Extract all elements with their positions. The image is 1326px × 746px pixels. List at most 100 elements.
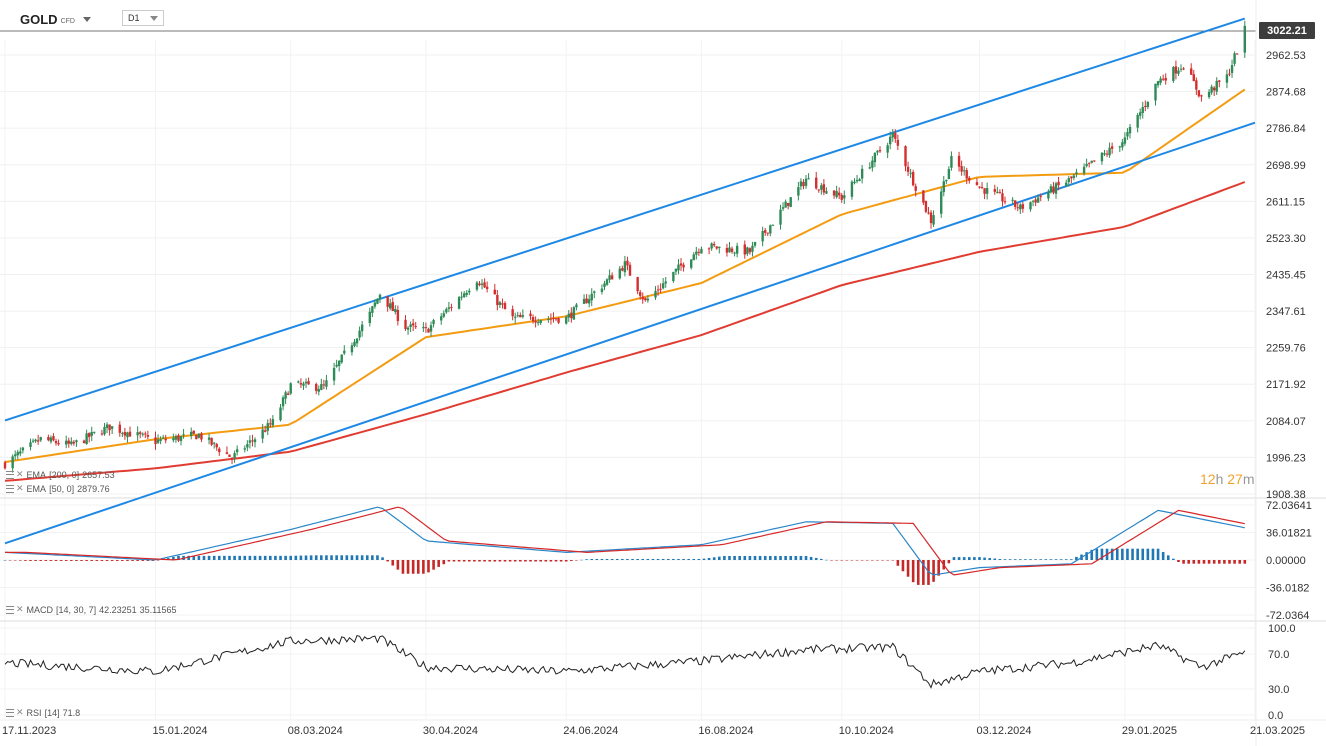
ema200-legend[interactable]: ✕ EMA [200, 0] 2657.53 xyxy=(6,469,118,480)
macd-tick-label: 0.00000 xyxy=(1266,555,1306,567)
candle-body xyxy=(146,435,150,437)
remove-indicator-icon[interactable]: ✕ xyxy=(16,707,24,717)
rsi-tick-label: 0.0 xyxy=(1268,710,1283,722)
candle-body xyxy=(590,293,593,301)
symbol-selector[interactable]: GOLD CFD xyxy=(0,8,91,30)
macd-histogram-bar xyxy=(192,555,196,560)
candle-body xyxy=(1190,68,1193,75)
candle-body xyxy=(733,252,736,254)
ema50-legend[interactable]: ✕ EMA [50, 0] 2879.76 xyxy=(6,483,113,494)
macd-histogram-bar xyxy=(626,558,629,560)
date-tick-label: 15.01.2024 xyxy=(153,725,208,737)
macd-histogram-bar xyxy=(881,560,884,561)
rsi-params: [14] xyxy=(44,707,60,718)
price-tick-label: 2786.84 xyxy=(1266,123,1306,135)
candle-body xyxy=(480,283,484,285)
candle-body xyxy=(200,433,203,440)
macd-histogram-bar xyxy=(916,560,920,585)
macd-histogram-bar xyxy=(437,560,440,567)
candle-body xyxy=(141,433,144,435)
candle-body xyxy=(371,306,374,313)
candle-body xyxy=(21,447,25,451)
macd-legend[interactable]: ✕ MACD [14, 30, 7] 42.23251 35.11565 xyxy=(6,604,180,615)
candle-body xyxy=(807,178,810,180)
candle-body xyxy=(983,188,986,194)
candle-body xyxy=(325,380,328,387)
timeframe-selector[interactable]: D1 xyxy=(122,10,164,26)
candle-body xyxy=(636,277,639,292)
candle-body xyxy=(1233,53,1236,64)
candle-body xyxy=(1001,193,1004,202)
macd-histogram-bar xyxy=(1228,560,1231,564)
candle-body xyxy=(1161,78,1165,80)
macd-histogram-bar xyxy=(172,556,175,560)
candle-body xyxy=(978,186,981,188)
macd-histogram-bar xyxy=(427,560,430,573)
ema50-params: [50, 0] xyxy=(49,483,75,494)
macd-histogram-bar xyxy=(651,558,655,560)
candle-body xyxy=(1197,90,1201,97)
candle-body xyxy=(358,330,361,338)
candle-body xyxy=(72,441,76,444)
candle-body xyxy=(661,283,665,289)
settings-lines-icon[interactable] xyxy=(6,708,14,717)
candle-body xyxy=(950,155,953,168)
remove-indicator-icon[interactable]: ✕ xyxy=(16,483,24,493)
macd-histogram-bar xyxy=(80,560,83,561)
macd-histogram-bar xyxy=(483,560,486,562)
candle-body xyxy=(261,429,264,439)
candle-body xyxy=(195,435,198,440)
candle-body xyxy=(781,207,785,209)
candle-body xyxy=(355,338,359,344)
candle-body xyxy=(503,303,507,310)
candle-body xyxy=(743,244,746,255)
macd-histogram-bar xyxy=(228,555,231,560)
last-price-tag: 3022.21 xyxy=(1259,22,1315,39)
macd-histogram-bar xyxy=(1131,548,1134,560)
candle-body xyxy=(1174,66,1178,74)
macd-histogram-bar xyxy=(493,560,497,562)
settings-lines-icon[interactable] xyxy=(6,470,14,479)
remove-indicator-icon[interactable]: ✕ xyxy=(16,469,24,479)
candle-body xyxy=(57,443,60,445)
candle-body xyxy=(1108,147,1111,156)
candle-body xyxy=(144,433,147,435)
macd-histogram-bar xyxy=(784,555,787,560)
candle-body xyxy=(65,440,68,445)
timeframe-dropdown-icon[interactable] xyxy=(150,16,158,21)
candle-body xyxy=(850,181,854,197)
candle-body xyxy=(139,432,142,434)
candle-body xyxy=(447,307,451,309)
macd-histogram-bar xyxy=(539,560,543,562)
candle-body xyxy=(182,434,185,436)
settings-lines-icon[interactable] xyxy=(6,484,14,493)
candle-body xyxy=(376,298,379,304)
candle-body xyxy=(608,275,611,280)
candle-body xyxy=(315,383,318,391)
macd-histogram-bar xyxy=(967,557,971,560)
candle-body xyxy=(906,166,910,172)
candle-body xyxy=(197,434,201,438)
macd-histogram-bar xyxy=(840,560,844,561)
candle-body xyxy=(876,150,879,153)
candle-body xyxy=(1139,112,1142,116)
candle-body xyxy=(210,437,213,445)
macd-histogram-bar xyxy=(1192,560,1196,564)
candle-body xyxy=(927,212,930,214)
rsi-legend[interactable]: ✕ RSI [14] 71.8 xyxy=(6,707,83,718)
symbol-dropdown-icon[interactable] xyxy=(82,16,91,22)
macd-histogram-bar xyxy=(1243,560,1247,564)
macd-params: [14, 30, 7] xyxy=(56,604,97,615)
remove-indicator-icon[interactable]: ✕ xyxy=(16,604,24,614)
candle-body xyxy=(1110,146,1114,149)
macd-histogram-bar xyxy=(335,555,338,560)
candle-body xyxy=(904,146,907,167)
settings-lines-icon[interactable] xyxy=(6,605,14,614)
candle-body xyxy=(11,456,14,469)
candle-body xyxy=(922,190,925,203)
macd-histogram-bar xyxy=(1034,559,1037,560)
candle-body xyxy=(860,168,864,179)
candle-body xyxy=(600,288,604,292)
candle-body xyxy=(246,444,249,448)
